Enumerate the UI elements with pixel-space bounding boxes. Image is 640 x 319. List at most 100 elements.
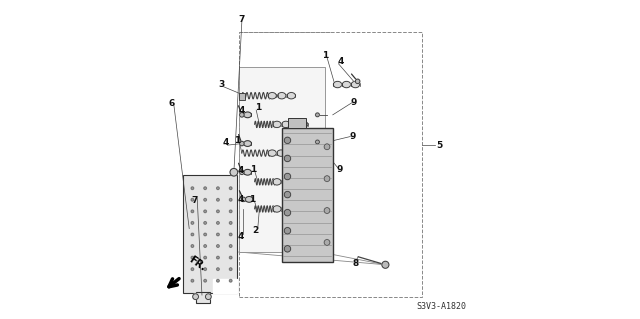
Circle shape: [204, 245, 207, 247]
Circle shape: [191, 245, 194, 247]
Ellipse shape: [287, 93, 296, 99]
Circle shape: [324, 240, 330, 245]
Circle shape: [217, 256, 219, 259]
Ellipse shape: [291, 179, 299, 185]
Ellipse shape: [351, 81, 360, 88]
Circle shape: [229, 233, 232, 236]
Text: FR.: FR.: [187, 254, 207, 273]
Circle shape: [191, 256, 194, 259]
Ellipse shape: [282, 206, 290, 212]
Text: 9: 9: [351, 98, 357, 107]
Circle shape: [284, 155, 291, 162]
Text: 2: 2: [252, 226, 259, 235]
Ellipse shape: [268, 93, 276, 99]
Ellipse shape: [282, 179, 290, 185]
Ellipse shape: [304, 150, 312, 156]
Text: 4: 4: [239, 106, 245, 115]
Ellipse shape: [244, 169, 252, 175]
Circle shape: [316, 113, 319, 117]
Circle shape: [229, 256, 232, 259]
Text: S3V3-A1820: S3V3-A1820: [416, 302, 466, 311]
Ellipse shape: [273, 179, 281, 185]
Circle shape: [217, 268, 219, 271]
Ellipse shape: [333, 81, 342, 88]
Circle shape: [217, 187, 219, 189]
Text: 1: 1: [249, 195, 255, 204]
Circle shape: [355, 79, 360, 84]
Bar: [239, 93, 245, 100]
Ellipse shape: [244, 112, 252, 118]
Text: 7: 7: [239, 15, 245, 24]
Circle shape: [229, 245, 232, 247]
Circle shape: [284, 246, 291, 252]
Circle shape: [284, 173, 291, 180]
Circle shape: [239, 141, 244, 146]
Circle shape: [217, 279, 219, 282]
Circle shape: [229, 279, 232, 282]
Circle shape: [284, 210, 291, 216]
Polygon shape: [212, 279, 237, 293]
Ellipse shape: [300, 121, 308, 128]
Ellipse shape: [245, 197, 253, 202]
FancyBboxPatch shape: [282, 128, 333, 262]
Circle shape: [217, 222, 219, 224]
Ellipse shape: [291, 206, 299, 212]
Circle shape: [217, 245, 219, 247]
Circle shape: [284, 191, 291, 198]
Circle shape: [229, 210, 232, 212]
Ellipse shape: [342, 81, 351, 88]
Circle shape: [204, 187, 207, 189]
Text: 1: 1: [234, 136, 241, 145]
Circle shape: [229, 198, 232, 201]
Circle shape: [204, 233, 207, 236]
Text: 4: 4: [237, 195, 244, 204]
Ellipse shape: [286, 150, 294, 156]
Ellipse shape: [300, 206, 308, 212]
Text: 7: 7: [192, 196, 198, 204]
Text: 3: 3: [219, 80, 225, 89]
Circle shape: [204, 268, 207, 271]
Circle shape: [324, 176, 330, 182]
Circle shape: [204, 222, 207, 224]
Circle shape: [217, 233, 219, 236]
FancyBboxPatch shape: [196, 292, 210, 303]
Circle shape: [191, 279, 194, 282]
Text: 4: 4: [237, 166, 244, 175]
Ellipse shape: [277, 150, 285, 156]
Circle shape: [324, 144, 330, 150]
Text: 9: 9: [337, 165, 343, 174]
Circle shape: [191, 198, 194, 201]
Circle shape: [217, 198, 219, 201]
Text: 5: 5: [436, 141, 442, 150]
Circle shape: [191, 187, 194, 189]
Text: 4: 4: [222, 138, 228, 147]
Text: 9: 9: [349, 132, 356, 141]
Circle shape: [193, 294, 198, 300]
FancyBboxPatch shape: [288, 118, 306, 128]
Circle shape: [229, 268, 232, 271]
Text: 1: 1: [250, 165, 256, 174]
Ellipse shape: [268, 150, 276, 156]
Circle shape: [205, 294, 211, 300]
Circle shape: [204, 198, 207, 201]
Text: 6: 6: [168, 99, 175, 108]
Ellipse shape: [295, 150, 303, 156]
Text: 4: 4: [337, 57, 344, 66]
Text: 1: 1: [322, 51, 328, 60]
Circle shape: [229, 187, 232, 189]
Circle shape: [204, 279, 207, 282]
Circle shape: [229, 222, 232, 224]
Ellipse shape: [278, 93, 286, 99]
Circle shape: [191, 222, 194, 224]
Circle shape: [191, 268, 194, 271]
Circle shape: [204, 210, 207, 212]
Ellipse shape: [282, 121, 290, 128]
Circle shape: [239, 170, 244, 174]
Circle shape: [284, 227, 291, 234]
Circle shape: [316, 140, 319, 144]
Circle shape: [230, 168, 237, 176]
Text: 8: 8: [353, 259, 359, 268]
FancyBboxPatch shape: [239, 67, 324, 252]
Ellipse shape: [273, 121, 281, 128]
Text: 4: 4: [237, 232, 244, 241]
